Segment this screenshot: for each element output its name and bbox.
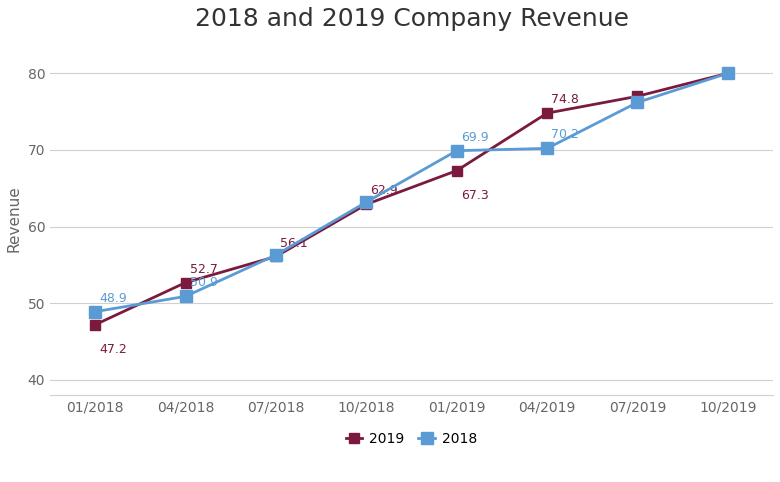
Text: 50.9: 50.9 (190, 276, 218, 289)
Text: 48.9: 48.9 (99, 292, 127, 305)
2019 (723, 70, 732, 76)
Y-axis label: Revenue: Revenue (7, 186, 22, 252)
2019 (633, 94, 642, 99)
2019 (452, 168, 462, 174)
2019 (181, 280, 190, 285)
2019 (362, 201, 371, 207)
Line: 2018: 2018 (90, 67, 733, 317)
2018 (452, 148, 462, 154)
2018 (542, 146, 551, 151)
2019 (271, 254, 281, 259)
Text: 67.3: 67.3 (461, 188, 488, 201)
Title: 2018 and 2019 Company Revenue: 2018 and 2019 Company Revenue (194, 7, 629, 31)
2019 (90, 322, 100, 328)
2019 (542, 110, 551, 116)
Text: 69.9: 69.9 (461, 131, 488, 144)
Text: 47.2: 47.2 (99, 343, 127, 356)
Text: 56.1: 56.1 (280, 237, 308, 250)
2018 (271, 252, 281, 258)
Text: 52.7: 52.7 (190, 263, 218, 276)
Text: 70.2: 70.2 (551, 129, 579, 141)
2018 (362, 199, 371, 205)
Line: 2019: 2019 (90, 68, 732, 330)
Text: 62.9: 62.9 (370, 185, 398, 198)
2018 (181, 294, 190, 299)
2018 (723, 70, 732, 76)
2018 (633, 99, 642, 105)
Legend: 2019, 2018: 2019, 2018 (340, 427, 483, 452)
Text: 74.8: 74.8 (551, 93, 579, 106)
2018 (90, 309, 100, 315)
